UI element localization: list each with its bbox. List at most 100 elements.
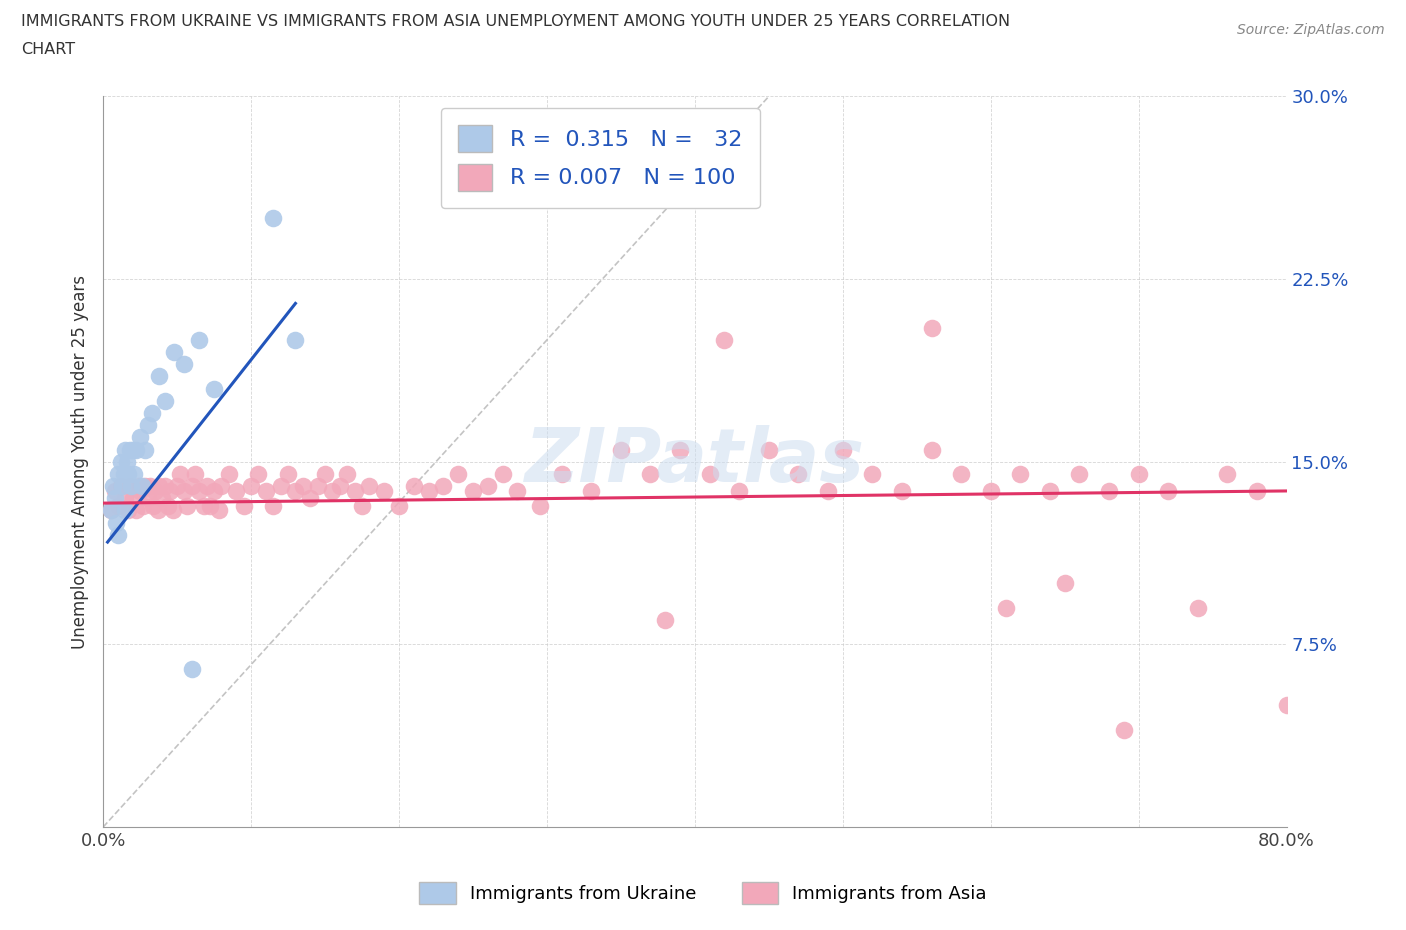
- Point: [336, 467, 359, 482]
- Point: [176, 498, 198, 513]
- Point: [432, 479, 454, 494]
- Point: [180, 661, 202, 676]
- Point: [860, 467, 883, 482]
- Point: [107, 527, 129, 542]
- Point: [610, 442, 633, 457]
- Point: [994, 601, 1017, 616]
- Point: [817, 484, 839, 498]
- Point: [247, 467, 270, 482]
- Point: [134, 479, 156, 494]
- Point: [758, 442, 780, 457]
- Point: [114, 442, 136, 457]
- Point: [107, 467, 129, 482]
- Point: [132, 498, 155, 513]
- Point: [202, 381, 225, 396]
- Point: [207, 503, 229, 518]
- Point: [117, 467, 139, 482]
- Point: [142, 498, 165, 513]
- Point: [131, 479, 153, 494]
- Point: [105, 515, 128, 530]
- Point: [329, 479, 352, 494]
- Point: [136, 491, 159, 506]
- Point: [1128, 467, 1150, 482]
- Point: [477, 479, 499, 494]
- Point: [162, 503, 184, 518]
- Point: [104, 484, 127, 498]
- Point: [100, 503, 122, 518]
- Point: [188, 484, 211, 498]
- Point: [195, 479, 218, 494]
- Text: Source: ZipAtlas.com: Source: ZipAtlas.com: [1237, 23, 1385, 37]
- Point: [284, 484, 307, 498]
- Point: [640, 467, 662, 482]
- Point: [551, 467, 574, 482]
- Point: [188, 333, 211, 348]
- Point: [654, 613, 676, 628]
- Point: [506, 484, 529, 498]
- Y-axis label: Unemployment Among Youth under 25 years: Unemployment Among Youth under 25 years: [72, 274, 89, 649]
- Point: [402, 479, 425, 494]
- Point: [128, 479, 150, 494]
- Point: [254, 484, 277, 498]
- Point: [193, 498, 215, 513]
- Point: [461, 484, 484, 498]
- Point: [107, 498, 129, 513]
- Point: [921, 320, 943, 335]
- Text: IMMIGRANTS FROM UKRAINE VS IMMIGRANTS FROM ASIA UNEMPLOYMENT AMONG YOUTH UNDER 2: IMMIGRANTS FROM UKRAINE VS IMMIGRANTS FR…: [21, 14, 1011, 29]
- Point: [120, 479, 142, 494]
- Point: [240, 479, 263, 494]
- Point: [155, 393, 177, 408]
- Point: [447, 467, 470, 482]
- Point: [921, 442, 943, 457]
- Point: [148, 479, 170, 494]
- Point: [270, 479, 292, 494]
- Point: [112, 467, 135, 482]
- Point: [314, 467, 336, 482]
- Point: [121, 491, 143, 506]
- Point: [1053, 576, 1076, 591]
- Point: [129, 484, 152, 498]
- Point: [1157, 484, 1180, 498]
- Point: [139, 479, 162, 494]
- Point: [225, 484, 247, 498]
- Point: [232, 498, 254, 513]
- Point: [111, 479, 134, 494]
- Point: [350, 498, 373, 513]
- Point: [121, 442, 143, 457]
- Point: [143, 484, 166, 498]
- Point: [122, 467, 145, 482]
- Point: [373, 484, 395, 498]
- Legend: Immigrants from Ukraine, Immigrants from Asia: Immigrants from Ukraine, Immigrants from…: [412, 875, 994, 911]
- Point: [117, 503, 139, 518]
- Point: [359, 479, 381, 494]
- Text: CHART: CHART: [21, 42, 75, 57]
- Point: [831, 442, 853, 457]
- Point: [950, 467, 973, 482]
- Point: [163, 345, 186, 360]
- Point: [787, 467, 810, 482]
- Point: [141, 405, 163, 420]
- Point: [291, 479, 314, 494]
- Point: [159, 484, 181, 498]
- Point: [166, 479, 188, 494]
- Point: [115, 454, 138, 469]
- Point: [148, 369, 170, 384]
- Point: [136, 418, 159, 432]
- Point: [262, 498, 284, 513]
- Point: [173, 357, 195, 372]
- Point: [891, 484, 914, 498]
- Point: [491, 467, 513, 482]
- Point: [980, 484, 1002, 498]
- Point: [218, 467, 240, 482]
- Point: [100, 503, 122, 518]
- Point: [321, 484, 343, 498]
- Point: [198, 498, 221, 513]
- Point: [284, 333, 307, 348]
- Point: [1112, 723, 1135, 737]
- Point: [529, 498, 551, 513]
- Point: [699, 467, 721, 482]
- Point: [118, 479, 141, 494]
- Legend: R =  0.315   N =   32, R = 0.007   N = 100: R = 0.315 N = 32, R = 0.007 N = 100: [440, 108, 759, 208]
- Point: [1187, 601, 1209, 616]
- Point: [180, 479, 202, 494]
